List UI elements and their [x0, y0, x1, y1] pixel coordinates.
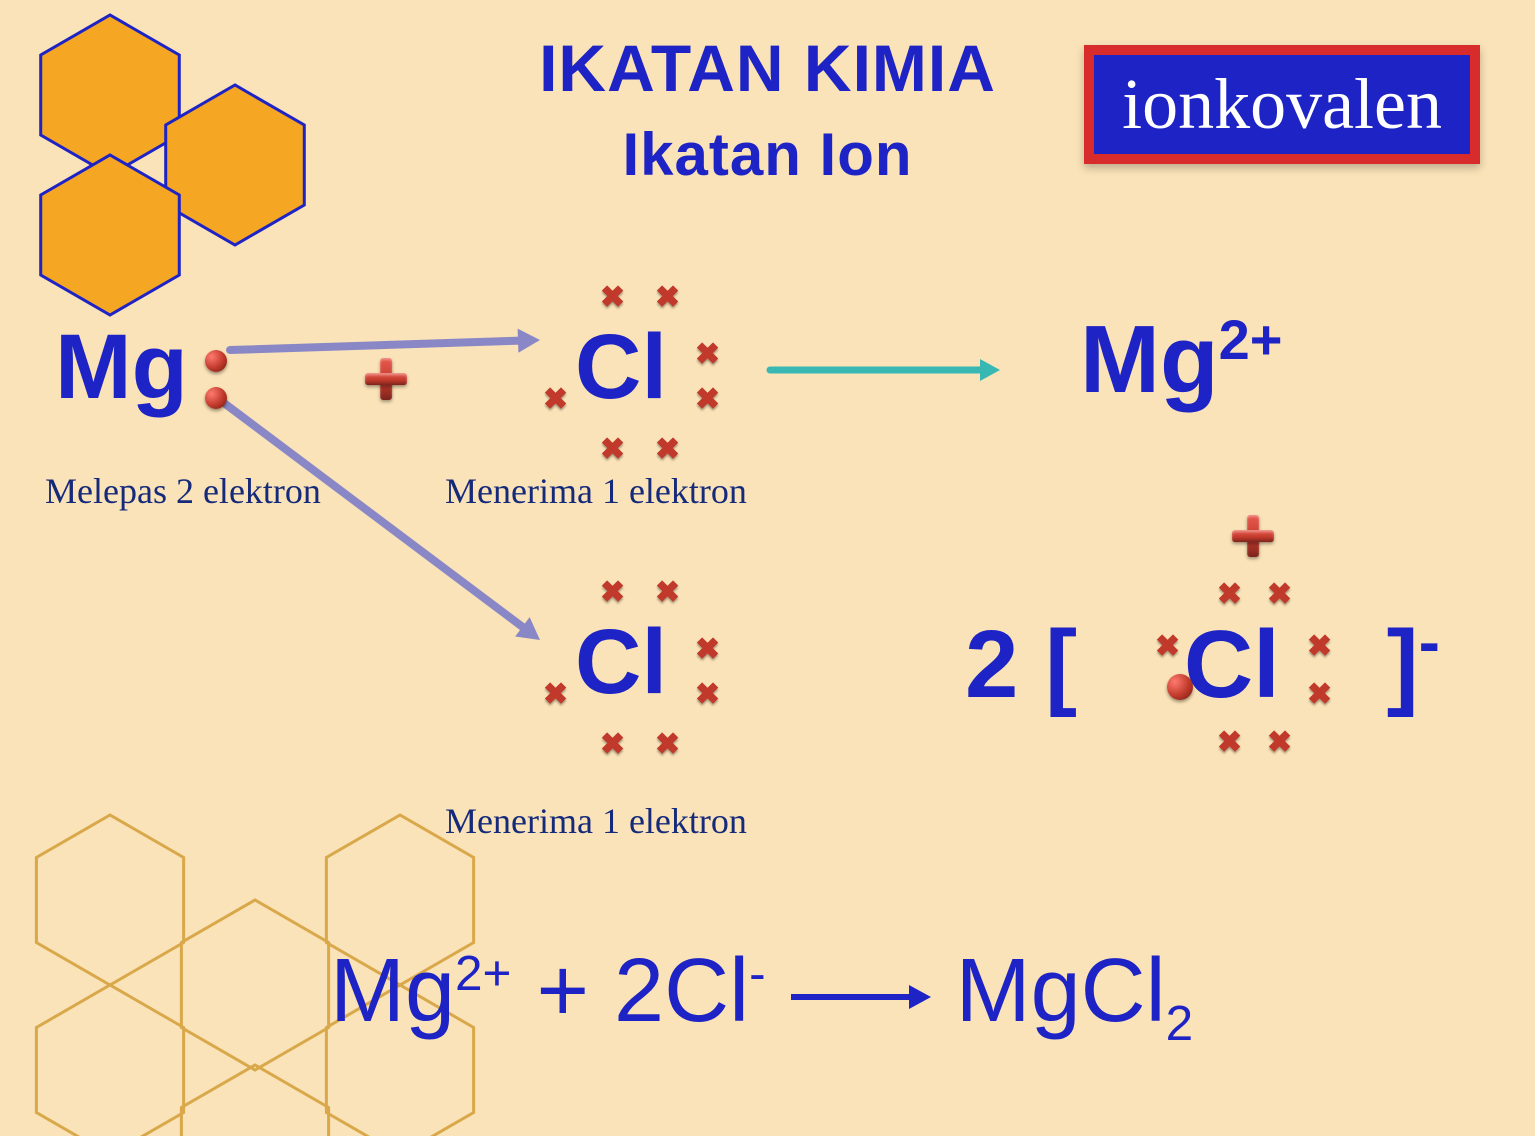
ion-cl: 2 [xxClxx]-	[965, 610, 1440, 720]
electron-x: ✖	[695, 635, 720, 665]
eq-plus: +	[511, 941, 614, 1041]
electron-x: ✖	[695, 680, 720, 710]
eq-arrow-icon	[791, 977, 931, 1017]
atom-cl-1-symbol: Cl	[575, 316, 667, 418]
ion-mg-charge: 2+	[1219, 308, 1283, 371]
ion-cl-symbol: Cl	[1184, 611, 1280, 718]
plus-icon	[365, 358, 407, 400]
electron-dot	[205, 387, 227, 409]
eq-coef: 2	[614, 941, 664, 1041]
electron-x: ✖	[1155, 632, 1180, 662]
mg-to-cl2-arrow	[220, 400, 540, 640]
eq-mg-charge: 2+	[455, 946, 511, 1001]
hexagon-outline	[36, 815, 183, 985]
eq-mg: Mg	[330, 941, 455, 1041]
label-mg-release: Melepas 2 elektron	[45, 470, 321, 512]
electron-x: ✖	[543, 385, 568, 415]
mg-to-cl1-arrow	[230, 329, 540, 353]
hexagon-outline	[181, 900, 328, 1070]
eq-cl-charge: -	[749, 946, 765, 1001]
electron-x: ✖	[1267, 580, 1292, 610]
plus-icon	[1232, 515, 1274, 557]
eq-cl: Cl	[664, 941, 749, 1041]
electron-x: ✖	[655, 283, 680, 313]
brand-badge-text: ionkovalen	[1122, 63, 1442, 146]
electron-x: ✖	[1267, 728, 1292, 758]
ion-cl-prefix: 2 [	[965, 611, 1077, 718]
ion-mg-symbol: Mg	[1080, 306, 1219, 413]
electron-x: ✖	[1217, 580, 1242, 610]
electron-x: ✖	[600, 435, 625, 465]
electron-x: ✖	[600, 730, 625, 760]
final-equation: Mg2+ + 2Cl- MgCl2	[330, 940, 1193, 1043]
electron-x: ✖	[1307, 680, 1332, 710]
atom-cl-2: Cl	[575, 610, 667, 715]
label-cl2-accept: Menerima 1 elektron	[445, 800, 747, 842]
electron-x: ✖	[655, 730, 680, 760]
brand-badge: ionkovalen	[1084, 45, 1480, 164]
electron-x: ✖	[1217, 728, 1242, 758]
hexagon-outline	[181, 1065, 328, 1136]
label-cl1-accept: Menerima 1 elektron	[445, 470, 747, 512]
eq-product-sub: 2	[1166, 996, 1194, 1051]
electron-x: ✖	[655, 435, 680, 465]
atom-cl-2-symbol: Cl	[575, 611, 667, 713]
atom-mg: Mg	[55, 315, 188, 420]
hexagon-outline	[36, 985, 183, 1136]
electron-x: ✖	[543, 680, 568, 710]
electron-dot	[205, 350, 227, 372]
electron-x: ✖	[695, 385, 720, 415]
atom-cl-1: Cl	[575, 315, 667, 420]
ion-mg: Mg2+	[1080, 305, 1282, 415]
eq-product: MgCl	[956, 941, 1166, 1041]
electron-x: ✖	[655, 578, 680, 608]
electron-x: ✖	[600, 578, 625, 608]
atom-mg-symbol: Mg	[55, 316, 188, 418]
electron-x: ✖	[1307, 632, 1332, 662]
ion-cl-charge: -	[1419, 606, 1440, 678]
to-products-arrow	[770, 359, 1000, 381]
electron-x: ✖	[695, 340, 720, 370]
electron-x: ✖	[600, 283, 625, 313]
ion-cl-suffix: ]	[1387, 611, 1419, 718]
electron-dot	[1167, 674, 1193, 700]
